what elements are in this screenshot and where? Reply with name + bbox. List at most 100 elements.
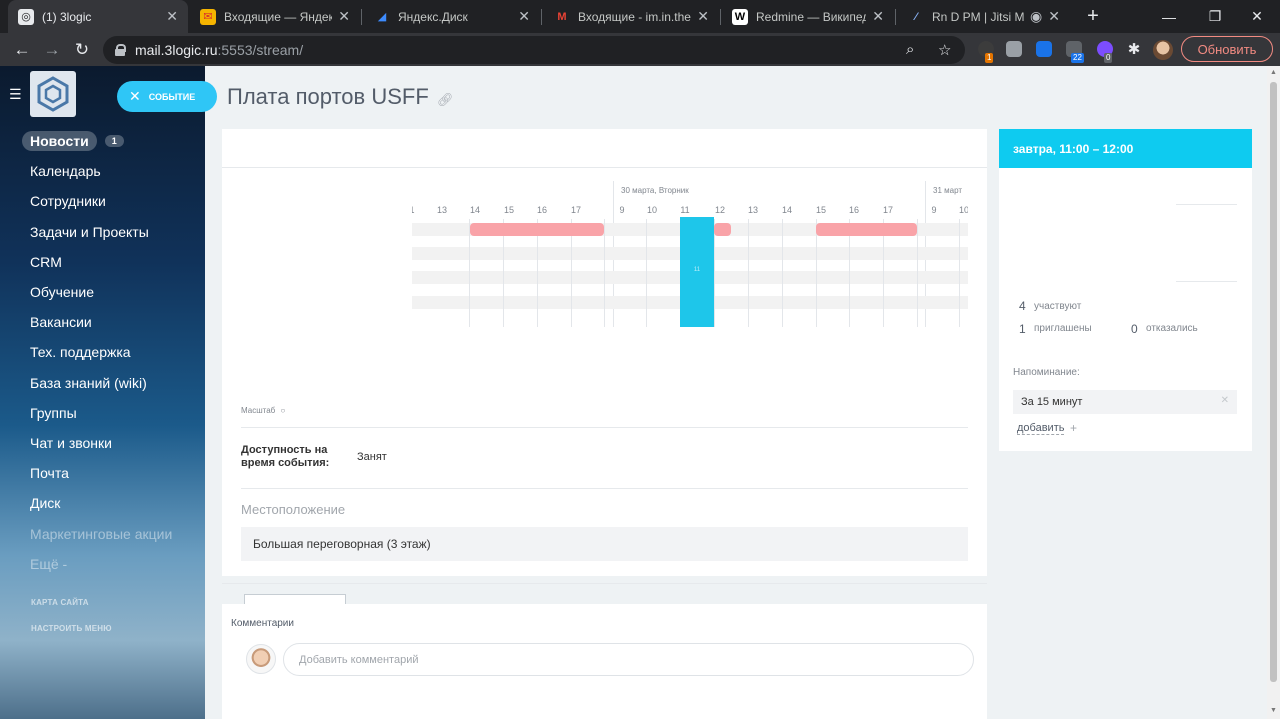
sitemap-link[interactable]: КАРТА САЙТА [31, 598, 89, 607]
hour-label: 11 [680, 205, 690, 215]
browser-tab-jitsi[interactable]: ⁄ Rn D PM | Jitsi Mee ◉ ✕ [898, 0, 1070, 33]
availability-value[interactable]: Занят [357, 451, 387, 463]
browser-tab-yandex-disk[interactable]: ◢ Яндекс.Диск ✕ [364, 0, 540, 33]
gridline [604, 219, 605, 327]
comments-card: Комментарии Добавить комментарий [222, 604, 987, 719]
company-logo[interactable] [30, 71, 76, 117]
divider [1176, 204, 1237, 205]
zoom-control[interactable]: Масштаб ○ [241, 406, 285, 415]
sidebar-item-news[interactable]: Новости 1 [22, 126, 202, 156]
update-button[interactable]: Обновить [1181, 36, 1273, 62]
zoom-search-icon[interactable]: ⌕ [906, 41, 915, 58]
page-scrollbar[interactable]: ▲ ▼ [1267, 66, 1280, 719]
back-arrow-icon[interactable]: ← [13, 40, 31, 59]
browser-tab-gmail[interactable]: M Входящие - im.in.the.ta ✕ [544, 0, 719, 33]
window-close-icon[interactable]: ✕ [1251, 8, 1263, 24]
browser-tab-strip: ◎ (1) 3logic ✕ ✉ Входящие — Яндекс.П ✕ ◢… [0, 0, 1280, 33]
sidebar-item-wiki[interactable]: База знаний (wiki) [22, 368, 202, 398]
declined-count: 0 [1131, 322, 1138, 336]
close-icon[interactable]: ✕ [1048, 8, 1060, 24]
invited-label[interactable]: приглашены [1034, 323, 1092, 334]
participating-label[interactable]: участвуют [1034, 301, 1082, 312]
sidebar-item-label: Ещё - [30, 555, 68, 572]
minimize-icon[interactable]: — [1162, 8, 1176, 25]
hour-label: 9 [931, 205, 937, 215]
profile-avatar[interactable] [1153, 40, 1173, 60]
sidebar-item-tasks[interactable]: Задачи и Проекты [22, 217, 202, 247]
scrollbar-thumb[interactable] [1270, 82, 1277, 682]
address-bar[interactable]: mail.3logic.ru:5553/stream/ ⌕ ☆ [103, 36, 965, 64]
scroll-up-icon[interactable]: ▲ [1270, 69, 1277, 76]
hamburger-menu-icon[interactable]: ☰ [9, 86, 22, 102]
sidebar-item-support[interactable]: Тех. поддержка [22, 337, 202, 367]
day-label: 31 март [933, 186, 963, 195]
gmail-icon: M [557, 10, 567, 23]
logo-mark-icon [37, 76, 69, 112]
tab-title: Входящие — Яндекс.П [224, 9, 333, 24]
avatar [246, 644, 276, 674]
sidebar-item-label: База знаний (wiki) [30, 374, 147, 391]
yandex-mail-icon: ✉ [200, 8, 216, 25]
event-time-selection[interactable]: 11 [680, 217, 714, 327]
sidebar-item-groups[interactable]: Группы [22, 398, 202, 428]
sidebar-item-vacancies[interactable]: Вакансии [22, 307, 202, 337]
url-path: :5553/stream/ [217, 42, 304, 58]
sidebar-item-mail[interactable]: Почта [22, 458, 202, 488]
browser-tab-wikipedia[interactable]: W Redmine — Википедия ✕ [722, 0, 894, 33]
new-tab-button[interactable]: + [1087, 5, 1099, 27]
sidebar-item-label: Сотрудники [30, 193, 106, 210]
sidebar-item-calendar[interactable]: Календарь [22, 156, 202, 186]
planner-timeline: 30 марта, Вторник 31 март 1 13 14 15 16 … [412, 181, 968, 341]
sidebar-item-label: Календарь [30, 163, 101, 180]
extension-badge: 1 [985, 53, 994, 63]
sidebar-item-chat[interactable]: Чат и звонки [22, 428, 202, 458]
gridline [959, 219, 960, 327]
plus-icon[interactable]: + [1070, 421, 1078, 435]
close-icon[interactable]: ✕ [338, 8, 350, 24]
sidebar-item-label: Тех. поддержка [30, 344, 131, 361]
remove-reminder-icon[interactable]: ✕ [1220, 395, 1229, 406]
sidebar-item-label: Чат и звонки [30, 434, 112, 451]
sidebar-item-disk[interactable]: Диск [22, 488, 202, 518]
extension-badge: 22 [1071, 53, 1084, 63]
add-comment-input[interactable]: Добавить комментарий [283, 643, 974, 676]
add-reminder-link[interactable]: добавить [1017, 422, 1065, 435]
location-value: Большая переговорная (3 этаж) [241, 527, 968, 561]
close-icon[interactable]: ✕ [166, 8, 178, 24]
gridline [883, 219, 884, 327]
event-button-label: СОБЫТИЕ [148, 91, 196, 102]
wikipedia-icon: W [732, 8, 748, 25]
sidebar-item-marketing[interactable]: Маркетинговые акции [22, 518, 202, 548]
jitsi-icon: ⁄ [915, 10, 917, 23]
sidebar-item-more[interactable]: Ещё - [22, 549, 202, 579]
sidebar-item-label: CRM [30, 253, 62, 270]
scroll-down-icon[interactable]: ▼ [1270, 707, 1277, 714]
camera-extension-icon[interactable] [1006, 41, 1022, 57]
browser-tab-yandex-mail[interactable]: ✉ Входящие — Яндекс.П ✕ [190, 0, 360, 33]
bookmark-star-icon[interactable]: ☆ [938, 42, 952, 59]
tab-title: Яндекс.Диск [398, 9, 468, 24]
reminder-item: За 15 минут ✕ [1013, 390, 1237, 414]
close-event-button[interactable]: ✕ СОБЫТИЕ [117, 81, 217, 112]
customize-menu-link[interactable]: НАСТРОИТЬ МЕНЮ [31, 624, 112, 633]
browser-tab-3logic[interactable]: ◎ (1) 3logic ✕ [8, 0, 188, 33]
hour-label: 16 [536, 205, 547, 215]
sidebar-item-label: Обучение [30, 284, 95, 301]
sidebar-item-learning[interactable]: Обучение [22, 277, 202, 307]
close-icon[interactable]: ✕ [518, 8, 530, 24]
close-icon[interactable]: ✕ [872, 8, 884, 24]
sidebar: ☰ ✕ СОБЫТИЕ Новости 1 Календарь Сотрудни… [0, 66, 217, 719]
extensions-puzzle-icon[interactable]: ✱ [1127, 41, 1141, 58]
maximize-icon[interactable]: ❐ [1208, 8, 1222, 24]
translate-extension-icon[interactable] [1036, 41, 1052, 57]
sidebar-item-crm[interactable]: CRM [22, 247, 202, 277]
close-icon[interactable]: ✕ [697, 8, 709, 24]
zoom-circle-icon: ○ [280, 406, 286, 415]
declined-label[interactable]: отказались [1146, 323, 1198, 334]
gridline [714, 219, 715, 327]
reload-icon[interactable]: ↻ [74, 40, 90, 59]
forward-arrow-icon[interactable]: → [43, 40, 61, 59]
link-icon[interactable]: 🔗︎ [437, 92, 454, 107]
gridline [646, 219, 647, 327]
sidebar-item-employees[interactable]: Сотрудники [22, 186, 202, 216]
